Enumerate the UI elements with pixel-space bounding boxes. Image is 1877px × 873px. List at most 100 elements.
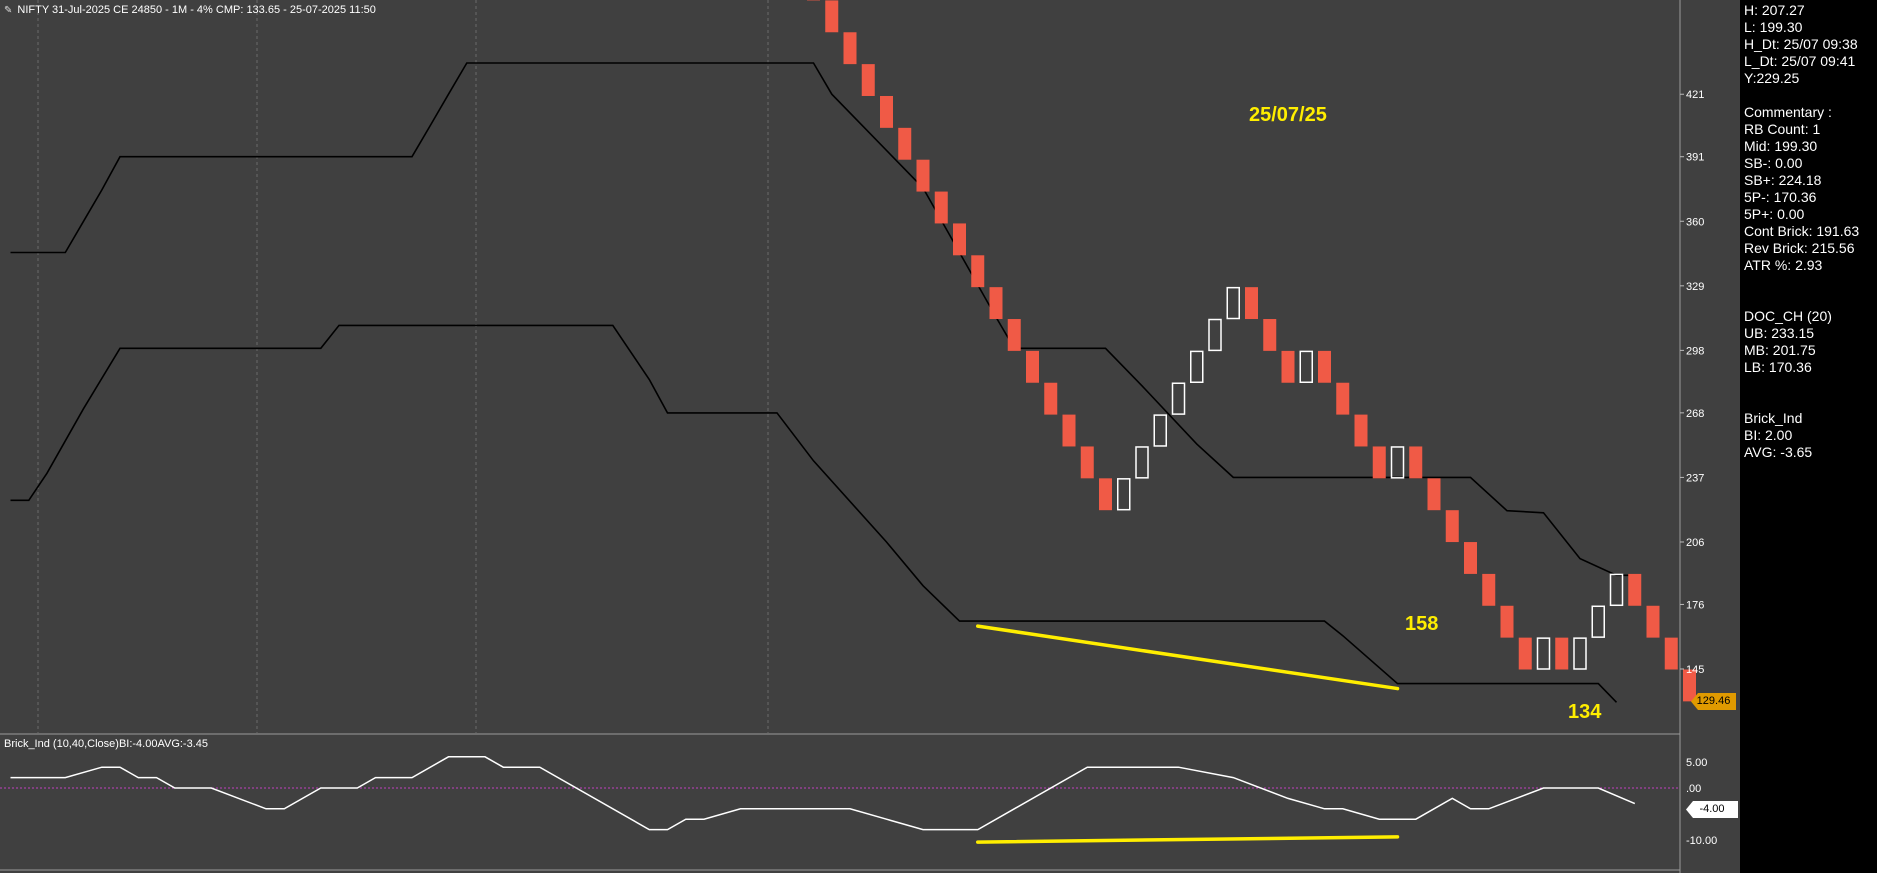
price-tick-label: 360: [1686, 216, 1704, 228]
renko-brick-down: [1062, 414, 1076, 447]
price-tick-label: 298: [1686, 345, 1704, 357]
info-line: MB: 201.75: [1744, 342, 1816, 358]
price-tick-label: 176: [1686, 599, 1704, 611]
info-line: 5P-: 170.36: [1744, 189, 1817, 205]
renko-brick-up: [1226, 286, 1240, 320]
oscillator-value-tag: -4.00: [1686, 801, 1738, 818]
info-spacer: [1744, 87, 1877, 104]
price-tick-label: 237: [1686, 472, 1704, 484]
info-line: Rev Brick: 215.56: [1744, 240, 1855, 256]
info-line: UB: 233.15: [1744, 325, 1815, 341]
oscillator-header: Brick_Ind (10,40,Close)BI:-4.00AVG:-3.45: [4, 738, 209, 750]
price-tick-label: 145: [1686, 664, 1704, 676]
info-line: ATR %: 2.93: [1744, 257, 1823, 273]
info-line: Brick_Ind: [1744, 410, 1803, 426]
renko-brick-up: [1190, 350, 1204, 383]
price-tick-label: 268: [1686, 408, 1704, 420]
chart-grid: [0, 0, 1681, 873]
renko-brick-up: [1390, 446, 1405, 479]
info-line: Mid: 199.30: [1744, 138, 1818, 154]
renko-brick-down: [1683, 669, 1696, 702]
renko-brick-down: [1646, 605, 1660, 638]
renko-brick-up: [1609, 573, 1624, 607]
renko-brick-down: [1372, 446, 1386, 479]
info-line: H: 207.27: [1744, 2, 1805, 18]
renko-brick-up: [1208, 318, 1222, 352]
last-price-tag: 129.46: [1691, 693, 1736, 710]
renko-brick-down: [1026, 350, 1039, 383]
info-spacer: [1744, 393, 1877, 410]
info-line: SB+: 224.18: [1744, 172, 1822, 188]
renko-brick-down: [1336, 382, 1350, 415]
renko-brick-down: [1464, 542, 1477, 574]
renko-brick-down: [861, 64, 875, 96]
info-line: DOC_CH (20): [1744, 308, 1832, 324]
renko-brick-down: [1500, 605, 1514, 638]
oscillator-trendline: [976, 835, 1400, 844]
renko-brick-down: [1427, 478, 1441, 511]
chart-title-bar: ✎ NIFTY 31-Jul-2025 CE 24850 - 1M - 4% C…: [4, 2, 376, 18]
info-line: AVG: -3.65: [1744, 444, 1813, 460]
info-spacer: [1744, 376, 1877, 393]
price-tick-label: 329: [1686, 281, 1704, 293]
renko-brick-down: [1664, 637, 1678, 670]
price-trendline: [976, 624, 1400, 691]
info-line: L_Dt: 25/07 09:41: [1744, 53, 1856, 69]
info-panel: H: 207.27 L: 199.30 H_Dt: 25/07 09:38 L_Dt:…: [1740, 0, 1877, 873]
renko-brick-down: [1555, 637, 1569, 670]
renko-brick-down: [934, 191, 948, 224]
info-line: Y:229.25: [1744, 70, 1800, 86]
renko-brick-down: [1245, 287, 1258, 320]
renko-brick-down: [843, 32, 857, 65]
renko-brick-down: [989, 287, 1003, 320]
renko-brick-down: [1263, 319, 1277, 351]
renko-brick-down: [898, 127, 912, 160]
renko-brick-up: [1135, 446, 1149, 479]
renko-brick-up: [1153, 414, 1167, 447]
info-line: LB: 170.36: [1744, 359, 1812, 375]
oscillator-pane: [0, 756, 1680, 831]
oscillator-tick-label: .00: [1686, 783, 1701, 795]
yellow-trendlines: [976, 624, 1400, 844]
oscillator-line: [10, 756, 1636, 831]
renko-brick-down: [1007, 319, 1021, 351]
renko-brick-down: [971, 255, 985, 288]
price-tick-label: 421: [1686, 89, 1704, 101]
renko-brick-down: [1628, 573, 1642, 606]
info-spacer: [1744, 291, 1877, 308]
renko-brick-down: [1409, 446, 1423, 479]
date-annotation: 25/07/25: [1249, 104, 1327, 126]
renko-brick-down: [825, 0, 839, 33]
renko-brick-down: [1482, 573, 1496, 606]
renko-brick-up: [1591, 605, 1605, 638]
donchian-channel: [10, 62, 1635, 703]
renko-brick-up: [1573, 637, 1587, 670]
renko-brick-down: [1044, 382, 1058, 415]
renko-brick-down: [1518, 637, 1532, 670]
info-line: L: 199.30: [1744, 19, 1803, 35]
info-spacer: [1744, 274, 1877, 291]
price-axis: 421 391 360 329 298 268 237 206 176 145 5.00 .00 -10…: [1680, 89, 1717, 847]
price-tick-label: 206: [1686, 537, 1704, 549]
renko-brick-up: [1171, 382, 1186, 415]
chart-title: NIFTY 31-Jul-2025 CE 24850 - 1M - 4% CMP…: [17, 4, 376, 16]
renko-brick-down: [953, 223, 966, 256]
renko-brick-down: [1445, 510, 1459, 543]
renko-brick-down: [916, 159, 930, 192]
renko-bricks: [807, 0, 1696, 702]
info-line: SB-: 0.00: [1744, 155, 1803, 171]
donchian-lower-band: [10, 324, 1618, 703]
renko-brick-down: [1318, 350, 1331, 383]
info-line: Commentary :: [1744, 104, 1832, 120]
oscillator-tick-label: 5.00: [1686, 757, 1707, 769]
annotation-134: 134: [1568, 701, 1602, 723]
renko-brick-down: [1099, 478, 1112, 511]
info-line: Cont Brick: 191.63: [1744, 223, 1860, 239]
price-tick-label: 391: [1686, 152, 1704, 164]
renko-brick-down: [1281, 350, 1295, 383]
info-line: H_Dt: 25/07 09:38: [1744, 36, 1858, 52]
renko-brick-up: [1536, 637, 1551, 670]
renko-brick-down: [1080, 446, 1094, 479]
annotation-158: 158: [1405, 613, 1439, 635]
